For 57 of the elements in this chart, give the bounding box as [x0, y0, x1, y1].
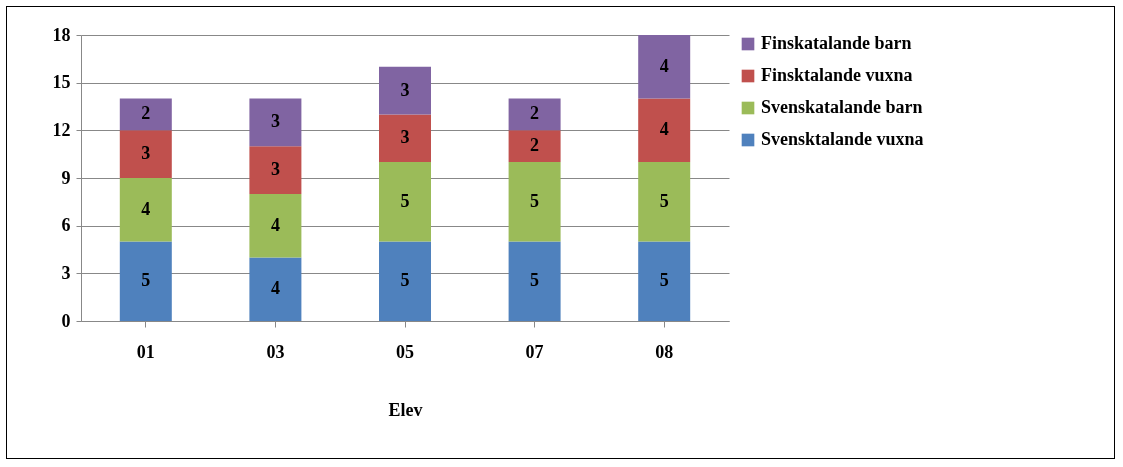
data-label: 5 [659, 190, 669, 211]
data-label: 5 [659, 270, 669, 291]
data-label: 5 [530, 270, 540, 291]
bar [379, 66, 431, 115]
data-label: 3 [270, 159, 280, 180]
data-label: 2 [530, 135, 540, 156]
y-tick-label: 6 [61, 215, 71, 236]
legend-label: Svenskatalande barn [761, 97, 923, 117]
bar [508, 241, 561, 321]
x-tick-label: 08 [655, 341, 674, 362]
y-tick-label: 15 [52, 72, 71, 93]
bar [508, 162, 561, 242]
data-label: 3 [270, 111, 280, 132]
y-tick-label: 3 [61, 262, 71, 283]
x-tick-label: 05 [396, 341, 414, 362]
legend-label: Finskatalande barn [761, 33, 912, 53]
data-label: 5 [530, 190, 540, 211]
bar [379, 162, 431, 242]
bar [379, 241, 431, 321]
x-tick-label: 03 [266, 341, 285, 362]
bar [249, 98, 302, 147]
bar [508, 130, 561, 163]
bar [638, 241, 691, 321]
data-label: 4 [141, 198, 151, 219]
bar [119, 241, 172, 321]
data-label: 4 [659, 119, 669, 140]
data-label: 5 [400, 190, 410, 211]
bar [508, 98, 561, 131]
data-label: 5 [400, 270, 410, 291]
data-label: 4 [270, 278, 280, 299]
data-label: 4 [270, 214, 280, 235]
bar [119, 178, 172, 242]
data-label: 3 [141, 143, 151, 164]
bar [638, 35, 691, 99]
bar [119, 130, 172, 178]
data-label: 3 [400, 127, 410, 148]
bar [638, 162, 691, 242]
data-label: 2 [530, 103, 540, 124]
data-label: 2 [141, 103, 151, 124]
bar [119, 98, 172, 131]
x-tick-label: 01 [136, 341, 155, 362]
y-tick-label: 18 [52, 24, 71, 45]
bar [638, 98, 691, 163]
bar [249, 257, 302, 321]
y-tick-label: 0 [61, 310, 71, 331]
y-tick-label: 9 [61, 167, 71, 188]
legend-label: Finsktalande vuxna [761, 65, 913, 85]
bar [249, 146, 302, 194]
x-axis-title: Elev [388, 399, 423, 420]
data-label: 4 [659, 55, 669, 76]
bar [379, 114, 431, 163]
data-label: 3 [400, 79, 410, 100]
data-label: 5 [141, 270, 151, 291]
x-tick-label: 07 [525, 341, 544, 362]
y-tick-label: 12 [52, 119, 71, 140]
bar [249, 193, 302, 258]
legend-label: Svensktalande vuxna [761, 129, 924, 149]
